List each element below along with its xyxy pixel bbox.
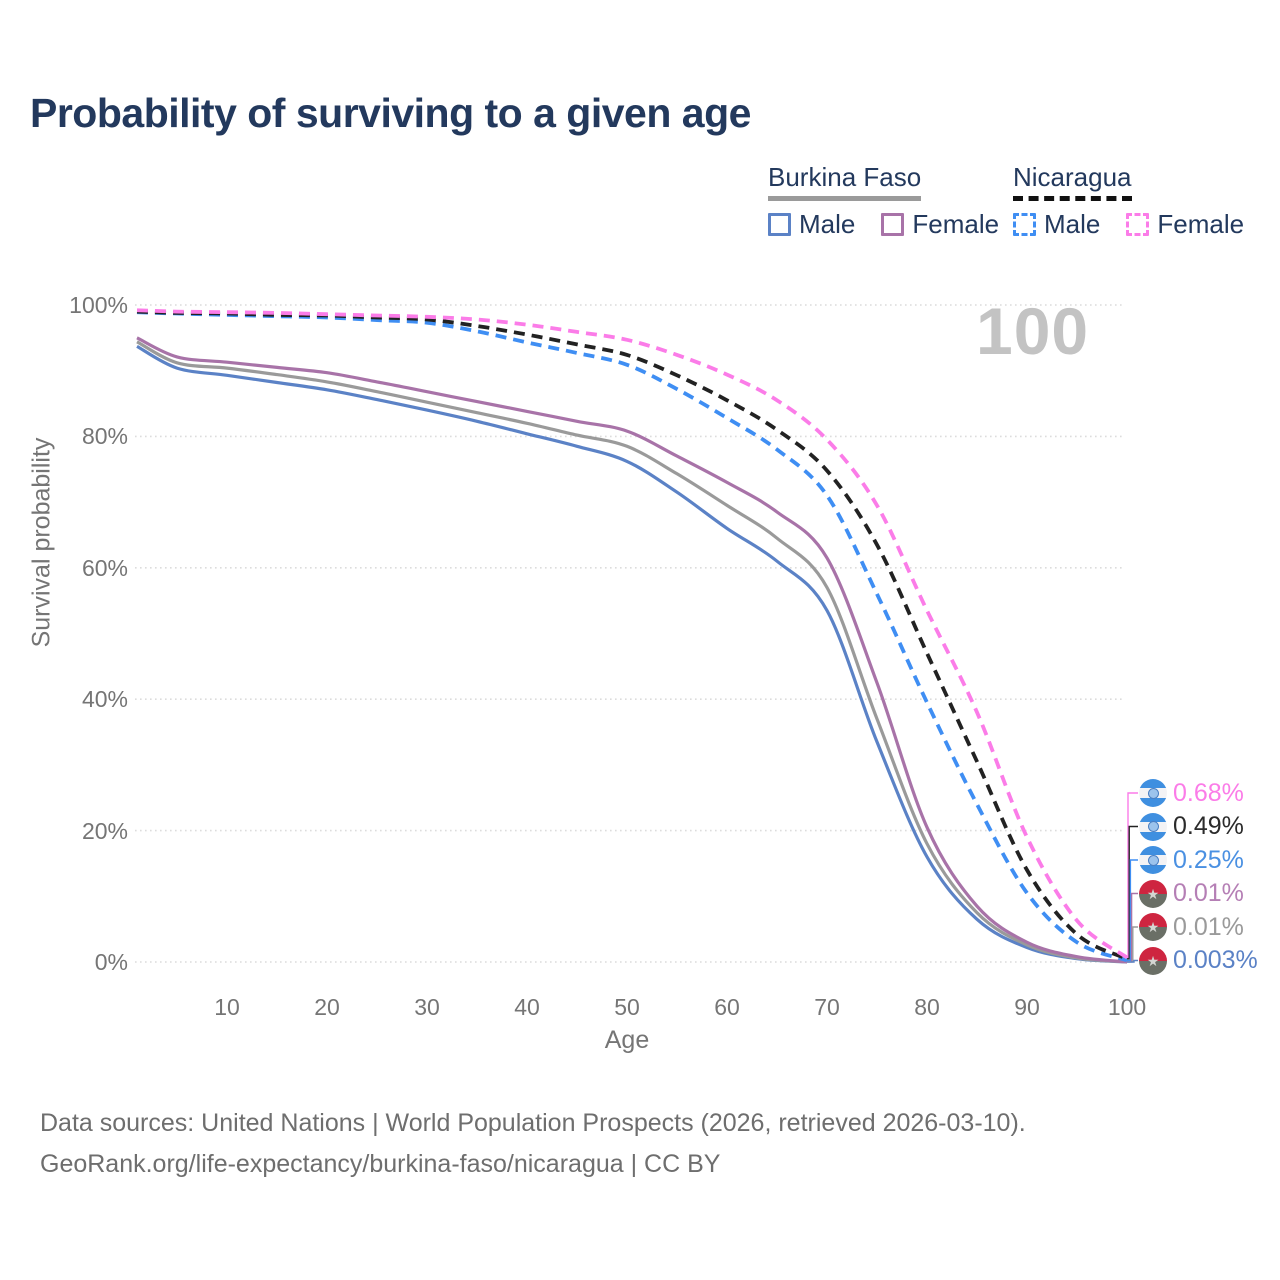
legend-country-burkina-faso: Burkina Faso: [768, 162, 922, 201]
y-tick-label: 0%: [94, 949, 128, 975]
y-tick-label: 100%: [69, 292, 128, 318]
survival-curve-bf-male: [136, 344, 1128, 964]
x-tick-label: 70: [814, 994, 840, 1020]
x-tick-label: 20: [314, 994, 340, 1020]
end-label-row-nic-female: 0.68%: [1139, 777, 1244, 810]
x-tick-label: 10: [214, 994, 240, 1020]
end-label-row-nic-male: 0.25%: [1139, 844, 1244, 877]
leader-line-nic-both: [1127, 825, 1138, 960]
x-tick-label: 90: [1014, 994, 1040, 1020]
survival-curve-nic-both: [136, 309, 1128, 961]
legend-checkbox-burkina-faso-female[interactable]: [881, 213, 905, 236]
nicaragua-flag-icon: [1139, 779, 1167, 807]
end-label-row-bf-female: 0.01%: [1139, 877, 1244, 910]
legend-label-burkina-faso-male: Male: [799, 209, 856, 239]
legend-checkbox-burkina-faso-male[interactable]: [768, 213, 791, 236]
end-label-row-bf-male: 0.003%: [1139, 944, 1258, 977]
leader-line-bf-male: [1127, 959, 1138, 963]
nicaragua-flag-icon: [1139, 846, 1167, 874]
leader-line-nic-female: [1127, 792, 1138, 959]
x-tick-label: 30: [414, 994, 440, 1020]
burkina-faso-flag-icon: [1139, 879, 1167, 908]
y-tick-label: 20%: [81, 817, 128, 844]
x-tick-label: 60: [714, 994, 740, 1020]
leader-line-nic-male: [1127, 859, 1138, 962]
x-tick-label: 50: [614, 994, 640, 1020]
legend-checkbox-nicaragua-male[interactable]: [1013, 213, 1036, 236]
legend-label-burkina-faso-female: Female: [912, 209, 1000, 239]
end-label-value: 0.003%: [1173, 946, 1258, 974]
end-label-value: 0.01%: [1173, 879, 1244, 907]
end-label-row-bf-both: 0.01%: [1139, 911, 1244, 944]
legend-country-nicaragua: Nicaragua: [1013, 162, 1132, 201]
x-tick-label: 100: [1107, 994, 1147, 1020]
legend-item-nicaragua-male[interactable]: Male: [1013, 209, 1100, 240]
legend-checkbox-nicaragua-female[interactable]: [1126, 213, 1150, 236]
end-label-row-nic-both: 0.49%: [1139, 810, 1244, 843]
x-tick-label: 80: [914, 994, 940, 1020]
page-title: Probability of surviving to a given age: [30, 90, 751, 136]
end-label-value: 0.68%: [1173, 778, 1244, 807]
end-label-value: 0.49%: [1173, 812, 1244, 840]
survival-curve-nic-male: [136, 310, 1128, 963]
nicaragua-flag-icon: [1139, 812, 1167, 841]
legend-group-nicaragua: Nicaragua Male Female: [1013, 162, 1244, 240]
footer-url-line: GeoRank.org/life-expectancy/burkina-faso…: [40, 1150, 721, 1178]
legend-item-burkina-faso-male[interactable]: Male: [768, 209, 855, 240]
survival-curve-bf-both: [136, 340, 1128, 964]
survival-curve-bf-female: [136, 336, 1128, 964]
y-tick-label: 40%: [81, 686, 128, 713]
legend-label-nicaragua-female: Female: [1157, 209, 1245, 239]
y-tick-label: 60%: [81, 554, 128, 581]
legend-label-nicaragua-male: Male: [1044, 209, 1101, 239]
survival-curve-nic-female: [136, 308, 1129, 960]
burkina-faso-flag-icon: [1139, 946, 1167, 975]
legend-item-burkina-faso-female[interactable]: Female: [881, 209, 999, 240]
watermark-age-label: 100: [976, 294, 1090, 368]
end-label-value: 0.01%: [1173, 912, 1244, 941]
x-tick-label: 40: [514, 994, 540, 1020]
burkina-faso-flag-icon: [1139, 913, 1167, 941]
end-label-value: 0.25%: [1173, 845, 1244, 874]
legend-group-burkina-faso: Burkina Faso Male Female: [768, 162, 999, 240]
footer-source-line: Data sources: United Nations | World Pop…: [40, 1109, 1026, 1137]
legend-item-nicaragua-female[interactable]: Female: [1126, 209, 1244, 240]
y-tick-label: 80%: [81, 423, 128, 450]
x-axis-title: Age: [604, 1026, 650, 1054]
